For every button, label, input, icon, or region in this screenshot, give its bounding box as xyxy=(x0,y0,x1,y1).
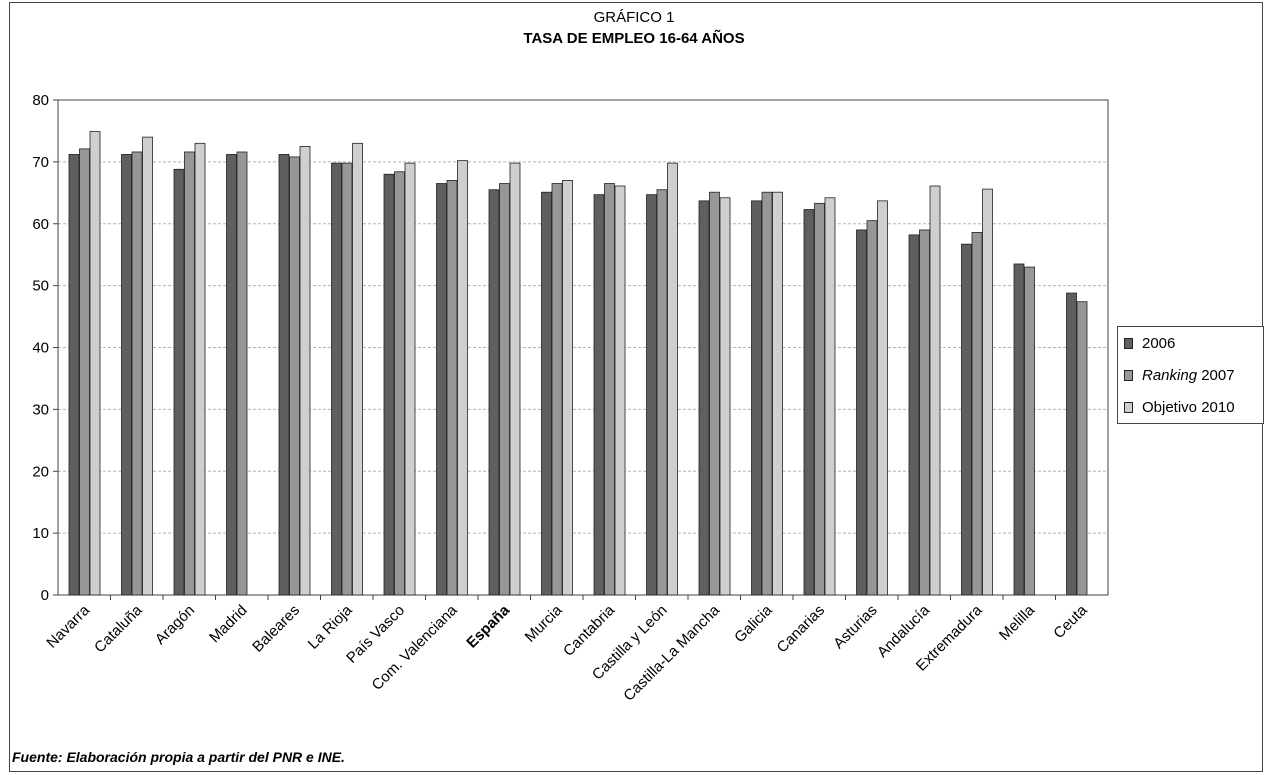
y-tick-label: 50 xyxy=(32,278,49,295)
bar-2006 xyxy=(278,154,290,596)
bar-2006 xyxy=(856,229,867,596)
bar-2006 xyxy=(68,154,80,596)
bar-objetivo-2010 xyxy=(929,185,941,596)
bar-2006 xyxy=(1013,263,1025,596)
bar-2006 xyxy=(646,194,657,596)
bar-ranking-2007 xyxy=(446,180,458,596)
bar-ranking-2007 xyxy=(499,183,510,596)
bar-2006 xyxy=(383,173,395,596)
bar-objetivo-2010 xyxy=(404,162,416,596)
bar-ranking-2007 xyxy=(551,183,563,596)
x-tick-label: Asturias xyxy=(830,602,880,652)
bar-ranking-2007 xyxy=(971,232,983,596)
bar-2006 xyxy=(488,189,500,596)
y-axis: 0 10 20 30 40 50 60 70 80 xyxy=(32,92,58,604)
x-tick-label: España xyxy=(463,601,513,651)
x-tick-label: Madrid xyxy=(206,602,250,646)
gridlines xyxy=(58,161,1108,534)
source-note: Fuente: Elaboración propia a partir del … xyxy=(12,749,345,765)
bar-ranking-2007 xyxy=(341,162,353,596)
bars xyxy=(68,131,1088,596)
bar-2006 xyxy=(173,168,185,596)
legend-label-2006: 2006 xyxy=(1142,335,1176,352)
bar-2006 xyxy=(226,154,237,596)
bar-2006 xyxy=(541,191,552,596)
y-tick-label: 60 xyxy=(32,216,49,233)
x-tick-label: Castilla-La Mancha xyxy=(620,601,723,704)
bar-2006 xyxy=(593,194,605,596)
bar-2006 xyxy=(803,209,815,596)
x-tick-label: La Rioja xyxy=(305,601,356,652)
chart-title: TASA DE EMPLEO 16-64 AÑOS xyxy=(523,29,744,47)
y-tick-label: 10 xyxy=(32,525,49,542)
bar-objetivo-2010 xyxy=(772,191,783,596)
x-tick-label: Galicia xyxy=(731,601,776,646)
legend-label-ranking-2007: Ranking 2007 xyxy=(1142,367,1235,384)
x-tick-label: Melilla xyxy=(996,601,1039,644)
bar-ranking-2007 xyxy=(709,191,720,596)
bar-ranking-2007 xyxy=(184,151,195,596)
bar-2006 xyxy=(908,234,920,596)
legend-label-objetivo-2010: Objetivo 2010 xyxy=(1142,399,1235,416)
bar-objetivo-2010 xyxy=(299,146,311,596)
bar-2006 xyxy=(331,162,342,596)
bar-objetivo-2010 xyxy=(877,200,888,596)
bar-ranking-2007 xyxy=(79,148,90,596)
bar-objetivo-2010 xyxy=(667,162,678,596)
bar-objetivo-2010 xyxy=(457,160,468,596)
y-tick-label: 0 xyxy=(41,587,49,604)
bar-objetivo-2010 xyxy=(719,197,731,596)
bar-ranking-2007 xyxy=(866,220,878,596)
bar-ranking-2007 xyxy=(289,156,300,596)
y-tick-label: 70 xyxy=(32,154,49,171)
bar-2006 xyxy=(1066,292,1077,596)
x-tick-label: Ceuta xyxy=(1050,601,1091,642)
bar-ranking-2007 xyxy=(394,171,405,596)
bar-objetivo-2010 xyxy=(89,131,101,596)
bar-2006 xyxy=(436,183,447,596)
bar-ranking-2007 xyxy=(761,191,773,596)
bar-2006 xyxy=(121,154,132,596)
bar-objetivo-2010 xyxy=(982,188,993,596)
bar-ranking-2007 xyxy=(131,151,143,596)
bar-ranking-2007 xyxy=(236,151,248,596)
bar-ranking-2007 xyxy=(604,183,615,596)
chart-supertitle: GRÁFICO 1 xyxy=(594,9,675,26)
bar-2006 xyxy=(751,200,762,596)
chart-frame xyxy=(9,2,1263,772)
x-tick-label: Aragón xyxy=(152,602,198,648)
x-tick-label: Canarias xyxy=(774,602,828,656)
bar-ranking-2007 xyxy=(814,202,825,596)
y-tick-label: 20 xyxy=(32,463,49,480)
bar-objetivo-2010 xyxy=(562,180,573,596)
legend: 2006 Ranking 2007 Objetivo 2010 xyxy=(1117,326,1264,424)
bar-objetivo-2010 xyxy=(142,136,153,596)
bar-objetivo-2010 xyxy=(194,142,206,596)
bar-objetivo-2010 xyxy=(614,185,626,596)
legend-swatch-ranking-2007 xyxy=(1124,370,1133,381)
bar-ranking-2007 xyxy=(656,189,668,596)
x-tick-label: Baleares xyxy=(249,602,303,656)
y-tick-label: 30 xyxy=(32,401,49,418)
x-tick-label: Navarra xyxy=(43,601,93,651)
x-tick-label: Murcia xyxy=(522,601,566,645)
bar-2006 xyxy=(698,200,710,596)
bar-ranking-2007 xyxy=(1076,301,1088,596)
y-tick-label: 80 xyxy=(32,92,49,109)
legend-swatch-2006 xyxy=(1124,338,1133,349)
legend-swatch-objetivo-2010 xyxy=(1124,402,1133,413)
bar-2006 xyxy=(961,243,972,596)
bar-objetivo-2010 xyxy=(509,162,521,596)
bar-ranking-2007 xyxy=(919,229,930,596)
y-tick-label: 40 xyxy=(32,340,49,357)
x-tick-label: Cataluña xyxy=(91,601,146,656)
bar-objetivo-2010 xyxy=(352,142,363,596)
bar-objetivo-2010 xyxy=(824,197,836,596)
bar-ranking-2007 xyxy=(1024,266,1035,596)
